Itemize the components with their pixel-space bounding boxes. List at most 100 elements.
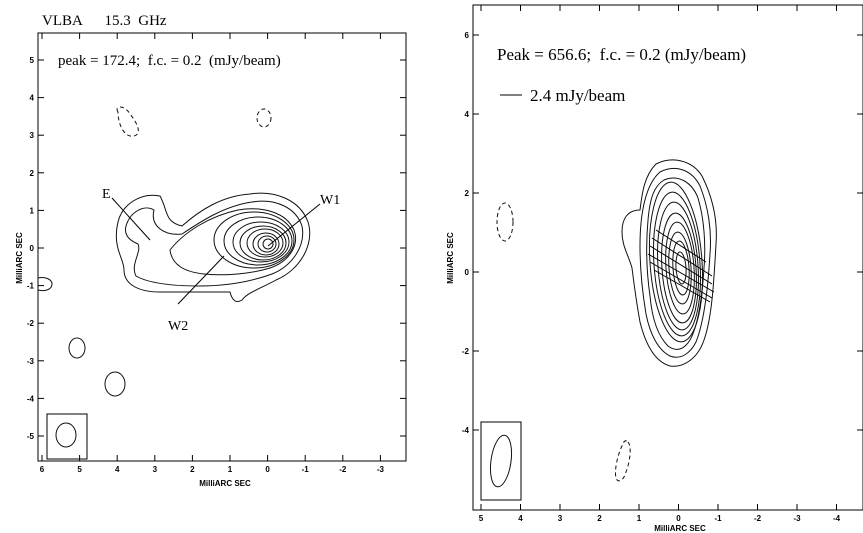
right-contour-9 (668, 231, 692, 305)
x-tick-label: 3 (558, 514, 563, 523)
left-contour-10 (257, 235, 277, 253)
left-x-axis-ticks: 6 5 4 3 2 1 0 -1 -2 -3 (40, 33, 385, 474)
left-peak-text: peak = 172.4; f.c. = 0.2 (mJy/beam) (58, 53, 281, 69)
left-plot-frame (37, 32, 407, 462)
x-tick-label: 5 (77, 465, 82, 474)
x-tick-label: 1 (228, 465, 233, 474)
left-contour-8 (246, 228, 284, 258)
y-tick-label: 4 (465, 110, 470, 119)
y-tick-label: 0 (30, 244, 35, 253)
left-label-E: E (102, 187, 111, 202)
left-contour-6 (232, 221, 290, 263)
left-edge-contour (37, 277, 53, 292)
x-tick-label: -4 (833, 514, 841, 523)
y-tick-label: 1 (30, 206, 35, 215)
right-contour-3 (646, 177, 706, 350)
y-tick-label: -5 (27, 432, 35, 441)
right-pol-vector (647, 253, 715, 293)
left-map-panel: VLBA 15.3 GHz peak = 172.4; f.c. = 0.2 (… (15, 13, 407, 488)
left-contour-9 (252, 232, 280, 256)
right-polarization-vectors (647, 229, 715, 303)
left-y-axis-title: MilliARC SEC (15, 232, 24, 284)
y-tick-label: -1 (27, 282, 35, 291)
left-contour-4 (213, 211, 295, 269)
right-y-axis-ticks: 6 4 2 0 -2 -4 (462, 31, 863, 435)
left-contour-map: E W1 W2 (37, 106, 340, 397)
y-tick-label: 3 (30, 131, 35, 140)
right-x-axis-ticks: 5 4 3 2 1 0 -1 -2 -3 -4 (479, 5, 841, 523)
y-tick-label: 2 (465, 189, 470, 198)
right-y-axis-title: MilliARC SEC (446, 232, 455, 284)
right-legend: 2.4 mJy/beam (500, 86, 625, 105)
right-plot-frame (472, 4, 863, 511)
left-contour-2 (125, 200, 304, 287)
y-tick-label: 6 (465, 31, 470, 40)
right-beam-box (480, 421, 522, 501)
x-tick-label: -1 (302, 465, 310, 474)
left-annotation-line-W1 (267, 203, 321, 247)
y-tick-label: -2 (27, 319, 35, 328)
x-tick-label: 6 (40, 465, 45, 474)
x-tick-label: 1 (637, 514, 642, 523)
y-tick-label: -4 (27, 394, 35, 403)
right-contour-2 (639, 168, 711, 358)
x-tick-label: 4 (115, 465, 120, 474)
x-tick-label: -1 (714, 514, 722, 523)
left-header-text: VLBA 15.3 GHz (42, 13, 167, 29)
right-contour-5 (653, 191, 701, 337)
right-map-panel: Peak = 656.6; f.c. = 0.2 (mJy/beam) 2.4 … (446, 4, 863, 533)
right-negative-contour-1 (496, 202, 514, 242)
left-isolated-contour-1 (68, 337, 86, 359)
left-x-axis-title: MilliARC SEC (199, 479, 251, 488)
x-tick-label: -2 (339, 465, 347, 474)
left-isolated-contour-2 (104, 371, 126, 397)
right-pol-vector (649, 261, 713, 299)
right-x-axis-title: MilliARC SEC (654, 524, 706, 533)
y-tick-label: -3 (27, 357, 35, 366)
left-negative-contour-1 (116, 106, 139, 137)
left-beam (46, 413, 88, 460)
left-beam-ellipse (55, 422, 77, 448)
left-contour-5 (223, 216, 293, 266)
left-annotation-line-W2 (177, 255, 225, 305)
right-pol-vector (651, 237, 713, 277)
left-label-W2: W2 (168, 319, 188, 334)
x-tick-label: 3 (153, 465, 158, 474)
right-negative-contour-2 (615, 440, 631, 482)
right-pol-vector (653, 269, 711, 303)
left-contour-outer (115, 192, 311, 303)
y-tick-label: 0 (465, 268, 470, 277)
y-tick-label: 4 (30, 94, 35, 103)
x-tick-label: 2 (597, 514, 602, 523)
x-tick-label: -3 (377, 465, 385, 474)
left-beam-box (46, 413, 88, 460)
x-tick-label: -3 (793, 514, 801, 523)
left-label-W1: W1 (320, 193, 340, 208)
y-tick-label: -4 (462, 426, 470, 435)
right-contour-outer (621, 159, 717, 367)
right-legend-text: 2.4 mJy/beam (530, 86, 625, 105)
left-negative-contour-2 (256, 108, 272, 128)
y-tick-label: 5 (30, 56, 35, 65)
x-tick-label: 0 (676, 514, 681, 523)
x-tick-label: -2 (754, 514, 762, 523)
right-contour-8 (665, 221, 695, 315)
right-contour-4 (648, 181, 704, 343)
x-tick-label: 0 (265, 465, 270, 474)
left-y-axis-ticks: 5 4 3 2 1 0 -1 -2 -3 -4 -5 (27, 56, 406, 441)
right-pol-vector (655, 229, 707, 263)
right-peak-text: Peak = 656.6; f.c. = 0.2 (mJy/beam) (497, 45, 746, 64)
x-tick-label: 2 (190, 465, 195, 474)
left-contour-11 (262, 238, 274, 250)
left-contour-3 (169, 208, 296, 276)
right-contour-6 (657, 201, 699, 331)
right-beam (480, 421, 522, 501)
x-tick-label: 5 (479, 514, 484, 523)
y-tick-label: 2 (30, 169, 35, 178)
y-tick-label: -2 (462, 347, 470, 356)
right-contour-map (496, 159, 717, 482)
right-pol-vector (649, 245, 713, 285)
x-tick-label: 4 (518, 514, 523, 523)
left-contour-7 (239, 225, 287, 261)
